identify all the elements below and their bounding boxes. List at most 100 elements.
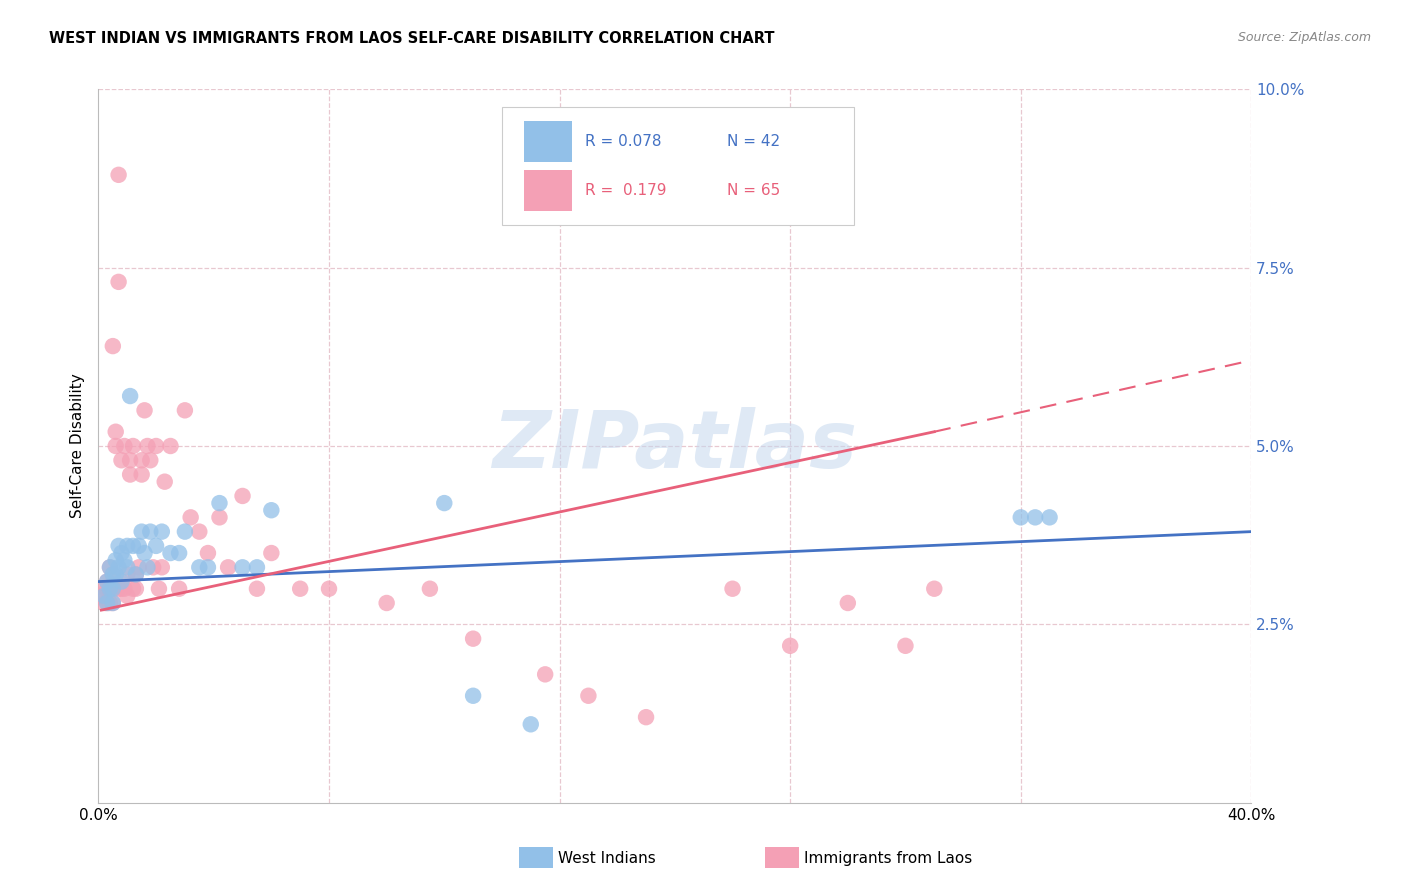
Point [98, 582, 121, 596]
Point [90, 589, 112, 603]
Point [107, 560, 129, 574]
Point [636, 710, 658, 724]
Point [93, 582, 115, 596]
Point [188, 524, 211, 539]
Text: R = 0.078: R = 0.078 [585, 134, 661, 149]
Point [117, 560, 138, 574]
Point [128, 539, 150, 553]
Point [101, 339, 124, 353]
FancyBboxPatch shape [502, 107, 853, 225]
Point [231, 489, 254, 503]
Point [159, 546, 181, 560]
Point [174, 524, 197, 539]
Point [197, 560, 219, 574]
Point [96, 596, 118, 610]
Point [120, 453, 142, 467]
Point [120, 467, 142, 482]
Point [117, 589, 138, 603]
Point [112, 439, 135, 453]
Point [101, 582, 124, 596]
Point [139, 524, 162, 539]
Point [122, 439, 145, 453]
Text: R =  0.179: R = 0.179 [585, 183, 666, 198]
Point [101, 582, 124, 596]
Point [419, 582, 441, 596]
Point [246, 560, 269, 574]
Point [318, 582, 340, 596]
Text: ZIPatlas: ZIPatlas [492, 407, 858, 485]
Point [461, 632, 484, 646]
Point [98, 582, 121, 596]
Point [150, 524, 173, 539]
Point [1010, 510, 1032, 524]
Point [721, 582, 744, 596]
Point [142, 560, 165, 574]
Point [153, 475, 176, 489]
Point [159, 439, 181, 453]
Point [101, 596, 124, 610]
Point [290, 582, 312, 596]
Point [208, 496, 231, 510]
Point [246, 582, 269, 596]
Point [93, 596, 115, 610]
Point [260, 546, 283, 560]
Point [107, 275, 129, 289]
Point [110, 574, 132, 589]
Point [136, 560, 159, 574]
Text: Source: ZipAtlas.com: Source: ZipAtlas.com [1237, 31, 1371, 45]
FancyBboxPatch shape [524, 169, 572, 211]
Point [131, 467, 153, 482]
Point [134, 403, 156, 417]
Text: Immigrants from Laos: Immigrants from Laos [804, 851, 973, 865]
Point [433, 496, 456, 510]
Point [145, 539, 167, 553]
Point [145, 439, 167, 453]
Point [1024, 510, 1046, 524]
Point [120, 389, 142, 403]
Point [197, 546, 219, 560]
Point [101, 567, 124, 582]
Point [922, 582, 945, 596]
Point [104, 439, 127, 453]
Point [578, 689, 600, 703]
Point [260, 503, 283, 517]
Text: West Indians: West Indians [558, 851, 657, 865]
Point [104, 567, 127, 582]
Point [96, 574, 118, 589]
Point [136, 439, 159, 453]
Text: N = 42: N = 42 [727, 134, 780, 149]
Point [1038, 510, 1062, 524]
Point [534, 667, 557, 681]
Point [779, 639, 801, 653]
Point [110, 582, 132, 596]
Point [837, 596, 859, 610]
Point [112, 553, 135, 567]
Point [117, 567, 138, 582]
Point [131, 524, 153, 539]
Point [461, 689, 484, 703]
Point [107, 168, 129, 182]
Point [148, 582, 170, 596]
Point [96, 582, 118, 596]
Point [104, 425, 127, 439]
Text: N = 65: N = 65 [727, 183, 780, 198]
Point [98, 560, 121, 574]
Point [125, 582, 148, 596]
Point [122, 582, 145, 596]
Point [107, 582, 129, 596]
Point [217, 560, 239, 574]
Point [98, 560, 121, 574]
Point [110, 453, 132, 467]
Point [894, 639, 917, 653]
Point [167, 546, 190, 560]
Point [98, 596, 121, 610]
Point [128, 560, 150, 574]
Point [180, 510, 202, 524]
Point [96, 574, 118, 589]
Y-axis label: Self-Care Disability: Self-Care Disability [69, 374, 84, 518]
Point [125, 567, 148, 582]
Point [231, 560, 254, 574]
Point [96, 596, 118, 610]
Point [167, 582, 190, 596]
Point [131, 453, 153, 467]
